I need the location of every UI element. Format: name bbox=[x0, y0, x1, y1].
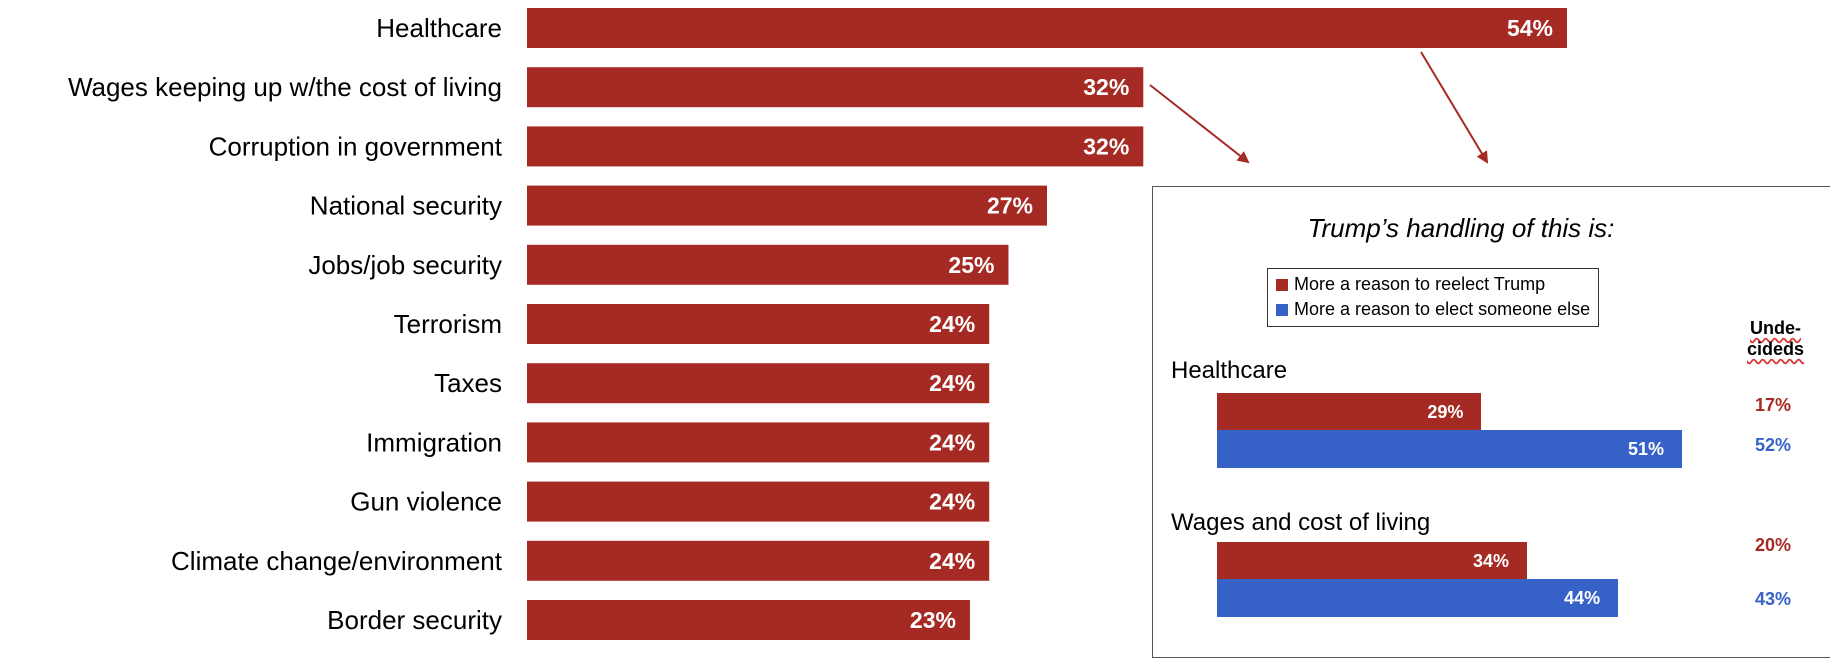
category-label: Border security bbox=[327, 605, 502, 635]
category-label: Jobs/job security bbox=[308, 250, 502, 280]
undecided-healthcare-someone-else: 52% bbox=[1754, 435, 1792, 455]
bar bbox=[527, 8, 1567, 48]
undecideds-header-line-1: Unde- bbox=[1750, 318, 1801, 338]
inset-bar-label: 34% bbox=[1472, 550, 1509, 571]
legend-swatch-red bbox=[1276, 278, 1288, 291]
bar bbox=[527, 422, 990, 463]
bar-value-label: 24% bbox=[929, 429, 975, 455]
bar bbox=[527, 600, 970, 640]
category-label: Terrorism bbox=[394, 309, 502, 339]
bar-value-label: 54% bbox=[1507, 15, 1553, 41]
category-label: National security bbox=[310, 191, 502, 221]
category-label: Healthcare bbox=[376, 13, 502, 43]
bar-value-label: 24% bbox=[929, 311, 975, 337]
undecideds-header: Unde- cideds bbox=[1718, 318, 1830, 360]
inset-category-wages: Wages and cost of living bbox=[1171, 509, 1431, 536]
bar-value-label: 24% bbox=[929, 370, 975, 396]
inset-category-healthcare: Healthcare bbox=[1171, 357, 1288, 384]
bar bbox=[527, 304, 990, 344]
bar-value-label: 23% bbox=[910, 607, 956, 633]
undecideds-header-line-2: cideds bbox=[1746, 339, 1805, 359]
category-label: Wages keeping up w/the cost of living bbox=[68, 72, 502, 102]
category-label: Corruption in government bbox=[209, 131, 503, 161]
undecided-wages-someone-else: 43% bbox=[1754, 589, 1792, 609]
bar bbox=[527, 481, 990, 522]
inset-bar-wages-reelect: 34% bbox=[1217, 542, 1527, 580]
inset-bar-label: 44% bbox=[1564, 587, 1601, 608]
bar-value-label: 24% bbox=[929, 548, 975, 574]
bar-value-label: 25% bbox=[948, 252, 994, 278]
bar bbox=[527, 126, 1144, 167]
bar bbox=[527, 363, 990, 404]
inset-title: Trump’s handling of this is: bbox=[1307, 213, 1615, 243]
legend-label-someone-else: More a reason to elect someone else bbox=[1294, 299, 1591, 319]
inset-legend: More a reason to reelect Trump More a re… bbox=[1267, 268, 1600, 327]
inset-bar-label: 51% bbox=[1627, 438, 1664, 459]
legend-item-someone-else: More a reason to elect someone else bbox=[1276, 297, 1590, 322]
bar bbox=[527, 67, 1144, 108]
category-label: Climate change/environment bbox=[171, 546, 503, 576]
legend-item-reelect: More a reason to reelect Trump bbox=[1276, 272, 1590, 297]
category-label: Gun violence bbox=[350, 487, 502, 517]
bar bbox=[527, 244, 1009, 285]
category-label: Immigration bbox=[366, 427, 502, 457]
bar bbox=[527, 540, 990, 581]
bar-value-label: 32% bbox=[1083, 74, 1129, 100]
bar-value-label: 27% bbox=[987, 193, 1033, 219]
legend-swatch-blue bbox=[1276, 303, 1288, 316]
inset-bar-healthcare-reelect: 29% bbox=[1217, 393, 1482, 431]
arrow-to-inset-healthcare bbox=[1420, 51, 1489, 164]
trump-handling-panel: Trump’s handling of this is: More a reas… bbox=[1152, 186, 1830, 658]
inset-bar-wages-someone-else: 44% bbox=[1217, 579, 1619, 617]
arrow-to-inset-wages bbox=[1149, 84, 1250, 164]
bar bbox=[527, 185, 1047, 226]
bar-value-label: 32% bbox=[1083, 133, 1129, 159]
bar-value-label: 24% bbox=[929, 489, 975, 515]
inset-bar-label: 29% bbox=[1427, 401, 1464, 422]
undecided-wages-reelect: 20% bbox=[1754, 535, 1792, 555]
inset-bar-healthcare-someone-else: 51% bbox=[1217, 430, 1682, 468]
legend-label-reelect: More a reason to reelect Trump bbox=[1294, 274, 1546, 294]
undecided-healthcare-reelect: 17% bbox=[1754, 395, 1792, 415]
category-label: Taxes bbox=[434, 368, 502, 398]
